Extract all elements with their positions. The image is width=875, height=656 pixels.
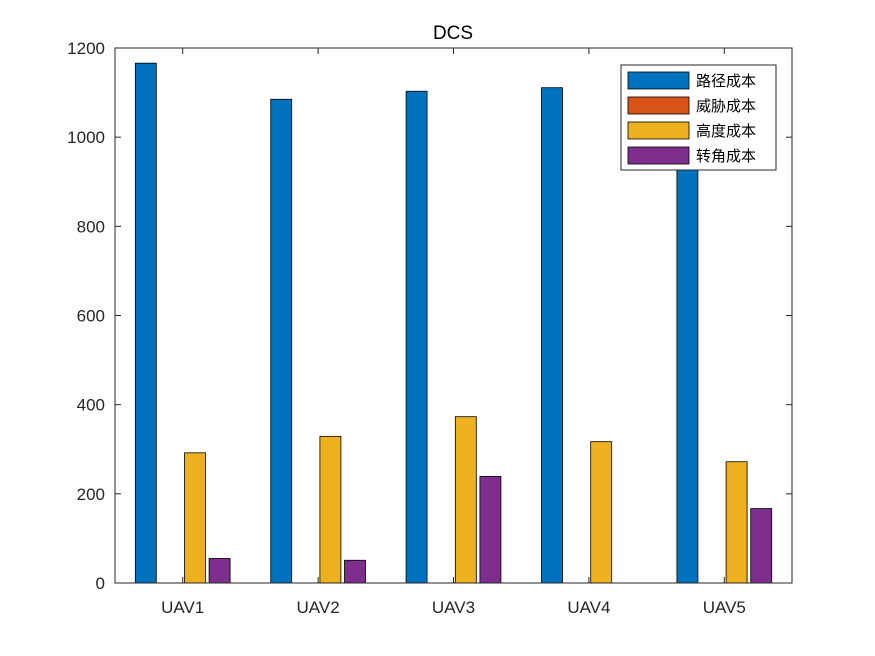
ticks-layer: 0 200 400 600 800 1000 1200 UAV1 UAV2 UAV3 UAV4 UAV… <box>67 39 792 617</box>
bar <box>676 155 699 584</box>
y-tick-label: 0 <box>96 574 105 593</box>
x-tick-label: UAV2 <box>297 598 340 617</box>
x-tick-label: UAV4 <box>567 598 610 617</box>
bar <box>319 435 342 584</box>
x-tick-label: UAV3 <box>432 598 475 617</box>
x-tick-label: UAV5 <box>703 598 746 617</box>
bar <box>405 90 428 584</box>
legend-swatch <box>627 71 690 90</box>
bar <box>270 98 293 584</box>
bar <box>725 461 748 584</box>
legend-label: 路径成本 <box>696 72 756 90</box>
y-tick-label: 400 <box>77 396 105 415</box>
bar <box>134 62 157 584</box>
legend-label: 高度成本 <box>696 122 756 140</box>
bar <box>590 441 613 584</box>
y-tick-label: 1200 <box>67 39 105 58</box>
y-tick-label: 800 <box>77 217 105 236</box>
chart-title: DCS <box>433 23 473 44</box>
y-tick-label: 200 <box>77 485 105 504</box>
bar <box>479 476 502 584</box>
bar <box>344 559 366 584</box>
y-tick-label: 1000 <box>67 128 105 147</box>
legend-label: 转角成本 <box>696 147 756 165</box>
x-tick-label: UAV1 <box>161 598 204 617</box>
bar <box>750 508 773 584</box>
bars-layer <box>134 62 773 584</box>
legend-swatch <box>627 146 690 165</box>
bar <box>541 87 563 584</box>
legend-label: 威胁成本 <box>696 97 756 115</box>
bar <box>454 416 477 584</box>
legend-swatch <box>627 96 690 115</box>
legend-swatch <box>627 121 690 140</box>
bar <box>184 452 206 584</box>
bar <box>208 558 231 584</box>
y-tick-label: 600 <box>77 307 105 326</box>
